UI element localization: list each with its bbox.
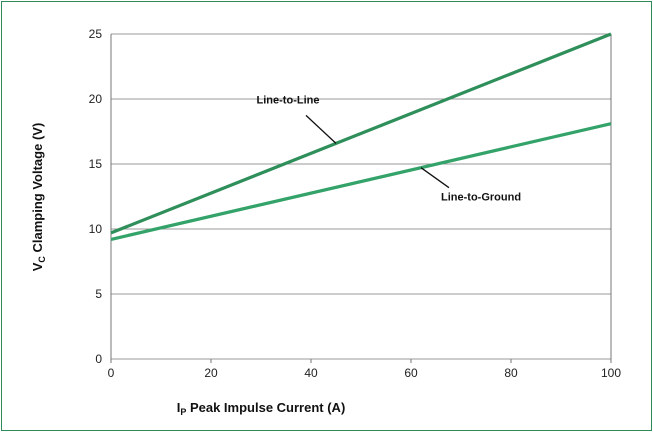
series-annotations: Line-to-Line Line-to-Ground [257, 94, 522, 203]
x-tick-label: 80 [504, 366, 518, 380]
x-tick-label: 60 [404, 366, 418, 380]
y-axis-label: VC Clamping Voltage (V) [30, 123, 47, 272]
y-axis-ticks: 0 5 10 15 20 25 [89, 27, 103, 366]
y-tick-label: 10 [89, 222, 103, 236]
x-axis-label-sub: P [180, 407, 186, 417]
x-tick-label: 40 [304, 366, 318, 380]
y-tick-label: 20 [89, 92, 103, 106]
series-lines [110, 32, 612, 241]
y-tick-label: 25 [89, 27, 103, 41]
x-tick-label: 20 [204, 366, 218, 380]
series-line-line-to-line [110, 32, 612, 235]
y-axis-label-rest: Clamping Voltage (V) [30, 123, 45, 256]
annotation-label: Line-to-Ground [441, 192, 521, 204]
x-tick-label: 100 [601, 366, 621, 380]
y-axis-label-sub: C [37, 256, 47, 263]
y-axis-label-main: V [30, 262, 45, 271]
y-tick-label: 15 [89, 157, 103, 171]
annotation-leader-line [420, 167, 450, 189]
annotation-leader-line [305, 114, 337, 144]
y-tick-label: 0 [95, 352, 102, 366]
grid-lines [110, 33, 612, 360]
y-tick-label: 5 [95, 287, 102, 301]
series-line-line-to-ground [110, 122, 612, 241]
annotation-label: Line-to-Line [257, 94, 320, 106]
x-axis-label: IP Peak Impulse Current (A) [177, 400, 346, 417]
x-tick-label: 0 [108, 366, 115, 380]
x-axis-label-main: I [177, 400, 181, 415]
x-axis-ticks: 0 20 40 60 80 100 [108, 359, 621, 380]
x-axis-label-rest: Peak Impulse Current (A) [186, 400, 345, 415]
